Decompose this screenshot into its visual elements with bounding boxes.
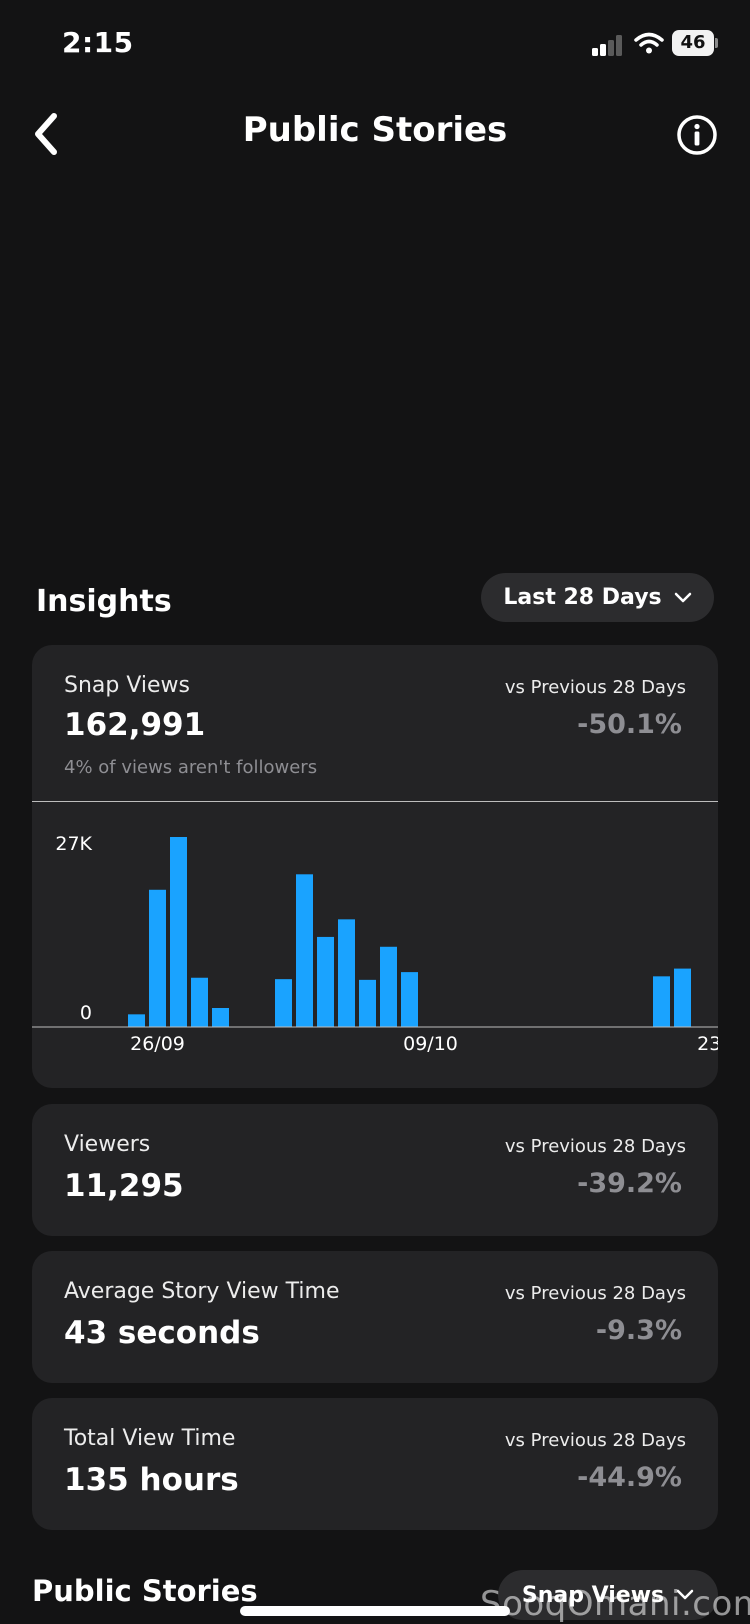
y-tick-label: 0 xyxy=(80,1002,92,1024)
comparison-change: -44.9% xyxy=(577,1462,682,1493)
comparison-label: vs Previous 28 Days xyxy=(504,677,686,698)
viewers-card[interactable]: Viewers 11,295 vs Previous 28 Days -39.2… xyxy=(32,1104,718,1236)
metric-label: Snap Views xyxy=(64,673,191,698)
chart-bar-29/09 xyxy=(212,1008,229,1027)
info-icon[interactable] xyxy=(676,114,718,156)
metric-label: Total View Time xyxy=(64,1426,236,1451)
watermark: SooqOmani.com xyxy=(480,1584,750,1624)
chevron-down-icon xyxy=(676,1589,694,1600)
insights-heading: Insights xyxy=(36,584,172,619)
chart-bar-20/10 xyxy=(653,976,670,1027)
chart-bar-27/09 xyxy=(170,837,187,1027)
sort-label: Snap Views xyxy=(521,1582,665,1608)
x-tick-label: 23/10 xyxy=(697,1033,718,1055)
comparison-label: vs Previous 28 Days xyxy=(504,1430,686,1451)
back-chevron-icon[interactable] xyxy=(30,112,60,156)
sort-dropdown[interactable]: Snap Views xyxy=(498,1570,718,1620)
metric-value: 162,991 xyxy=(64,707,206,743)
metric-label: Viewers xyxy=(64,1132,151,1157)
chart-bar-21/10 xyxy=(674,968,691,1027)
divider xyxy=(32,801,718,802)
chart-bar-03/10 xyxy=(296,874,313,1027)
chart-bar-04/10 xyxy=(317,936,334,1027)
status-time: 2:15 xyxy=(62,26,134,59)
chevron-down-icon xyxy=(674,592,691,602)
chart-bar-08/10 xyxy=(401,972,418,1027)
chart-bar-05/10 xyxy=(338,919,355,1027)
metric-value: 11,295 xyxy=(64,1168,184,1204)
battery-level: 46 xyxy=(672,30,714,56)
comparison-change: -50.1% xyxy=(577,709,682,740)
battery-icon: 46 xyxy=(672,30,718,56)
wifi-icon xyxy=(634,32,664,54)
page-title: Public Stories xyxy=(242,110,508,150)
x-tick-label: 09/10 xyxy=(403,1033,458,1055)
average-view-time-card[interactable]: Average Story View Time 43 seconds vs Pr… xyxy=(32,1251,718,1383)
chart-bar-02/10 xyxy=(275,979,292,1027)
y-tick-label: 27K xyxy=(55,833,92,855)
snap-views-bar-chart: 27K 0 26/09 09/10 23/10 xyxy=(32,833,718,1055)
metric-value: 135 hours xyxy=(64,1462,239,1498)
cellular-signal-icon xyxy=(592,35,622,56)
chart-bar-26/09 xyxy=(149,889,166,1027)
x-tick-label: 26/09 xyxy=(130,1033,185,1055)
comparison-label: vs Previous 28 Days xyxy=(504,1283,686,1304)
home-indicator[interactable] xyxy=(240,1606,510,1616)
date-range-label: Last 28 Days xyxy=(503,585,662,610)
metric-label: Average Story View Time xyxy=(64,1279,340,1304)
chart-bar-28/09 xyxy=(191,977,208,1027)
public-stories-heading: Public Stories xyxy=(32,1574,258,1608)
chart-bar-25/09 xyxy=(128,1014,145,1027)
snap-views-card[interactable]: Snap Views 162,991 4% of views aren't fo… xyxy=(32,645,718,1088)
comparison-change: -9.3% xyxy=(595,1315,682,1346)
comparison-change: -39.2% xyxy=(577,1168,682,1199)
metric-subtext: 4% of views aren't followers xyxy=(64,757,318,778)
total-view-time-card[interactable]: Total View Time 135 hours vs Previous 28… xyxy=(32,1398,718,1530)
date-range-dropdown[interactable]: Last 28 Days xyxy=(481,573,714,622)
chart-bar-07/10 xyxy=(380,946,397,1027)
comparison-label: vs Previous 28 Days xyxy=(504,1136,686,1157)
metric-value: 43 seconds xyxy=(64,1315,260,1351)
chart-bar-06/10 xyxy=(359,979,376,1027)
